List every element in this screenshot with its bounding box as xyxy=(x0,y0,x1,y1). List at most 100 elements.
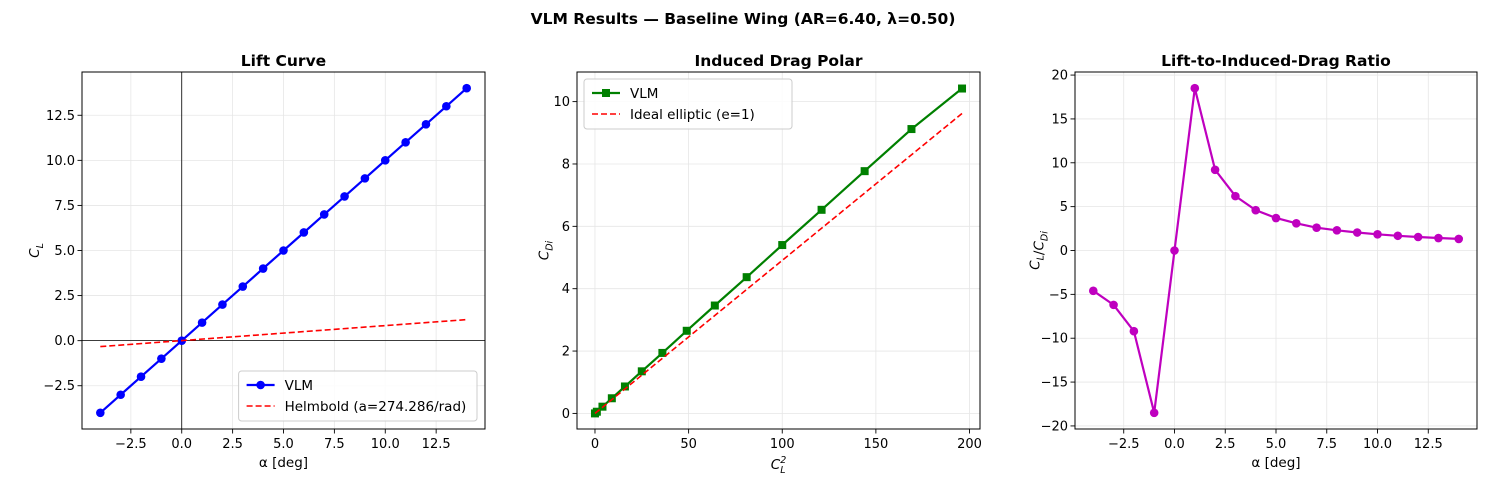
data-point xyxy=(442,101,451,111)
data-point xyxy=(620,382,629,391)
data-point xyxy=(1413,232,1423,242)
data-point xyxy=(1170,246,1179,255)
panel-induced-drag-polar: 0 50 100 150 200 0 2 4 6 8 10 Induced Drag Polar C2 L… xyxy=(537,52,982,476)
y-tick-label: −10 xyxy=(1041,332,1068,347)
y-tick-label: −15 xyxy=(1041,376,1068,391)
y-tick-label: 0 xyxy=(562,407,570,422)
data-point xyxy=(340,192,349,201)
x-axis-label: α [deg] xyxy=(259,455,308,471)
data-point xyxy=(1393,231,1403,241)
data-point xyxy=(1210,165,1220,175)
y-tick-label: 8 xyxy=(562,157,570,172)
y-tick-label: 0 xyxy=(1060,244,1068,259)
data-point xyxy=(421,119,431,129)
data-point xyxy=(1332,226,1342,235)
data-point xyxy=(742,273,751,282)
data-point xyxy=(607,394,616,403)
panel-title: Induced Drag Polar xyxy=(694,52,862,70)
plot-area xyxy=(1088,83,1464,418)
data-point xyxy=(1292,219,1301,228)
data-point xyxy=(360,174,370,183)
x-tick-label: 150 xyxy=(863,437,888,452)
y-tick-label: 6 xyxy=(562,220,570,235)
data-point xyxy=(658,348,667,357)
data-point xyxy=(1251,205,1260,215)
data-point xyxy=(218,300,227,309)
data-point xyxy=(1454,234,1464,244)
data-point xyxy=(860,167,869,176)
x-tick-label: 12.5 xyxy=(1414,437,1443,452)
data-point xyxy=(1312,223,1321,232)
x-tick-label: −2.5 xyxy=(1108,437,1140,452)
y-tick-label: 15 xyxy=(1051,112,1068,127)
series-line-vlm xyxy=(594,87,963,415)
data-point xyxy=(1129,326,1139,336)
data-point xyxy=(1231,191,1240,201)
y-tick-label: 10.0 xyxy=(46,154,75,169)
x-tick-label: 7.5 xyxy=(324,437,345,452)
x-tick-label: 2.5 xyxy=(222,437,243,452)
data-point xyxy=(1373,229,1382,239)
data-point xyxy=(1352,228,1362,237)
data-point xyxy=(462,83,471,93)
y-tick-label: 2 xyxy=(562,345,570,360)
plot-area xyxy=(96,83,471,418)
data-point xyxy=(1149,408,1159,418)
data-point xyxy=(637,367,646,376)
panel-lift-curve: −2.5 0.0 2.5 5.0 7.5 10.0 12.5 −2.5 0.0 2.5 5.0 7.5… xyxy=(27,52,486,471)
legend-label: VLM xyxy=(285,378,313,394)
data-point xyxy=(778,241,787,250)
panel-title: Lift-to-Induced-Drag Ratio xyxy=(1161,52,1391,70)
y-tick-label: 2.5 xyxy=(54,289,75,304)
data-point xyxy=(380,156,390,165)
y-tick-label: 10 xyxy=(553,95,570,110)
x-tick-label: 50 xyxy=(680,437,697,452)
x-tick-label: 200 xyxy=(957,437,982,452)
data-point xyxy=(157,354,166,363)
y-tick-label: 0.0 xyxy=(54,334,75,349)
series-line-helmbold xyxy=(100,318,467,348)
x-axis-label: α [deg] xyxy=(1251,455,1300,471)
data-point xyxy=(682,326,691,335)
y-tick-label: 7.5 xyxy=(54,199,75,214)
y-axis-label: CDi xyxy=(537,240,556,260)
y-axis-label: CL/CDi xyxy=(1027,231,1050,270)
legend: VLM Ideal elliptic (e=1) xyxy=(583,78,793,130)
x-axis-label: C2 L xyxy=(771,455,786,476)
data-point xyxy=(1434,233,1443,243)
x-tick-label: 0.0 xyxy=(1164,437,1185,452)
data-point xyxy=(817,205,826,214)
y-axis-label: CL xyxy=(27,243,46,258)
data-point xyxy=(116,390,125,400)
legend-label: Helmbold (a=274.286/rad) xyxy=(285,399,467,415)
data-point xyxy=(197,318,207,327)
plot-area xyxy=(590,84,967,418)
legend-swatch-marker xyxy=(602,89,610,97)
y-tick-label: 20 xyxy=(1051,69,1068,84)
y-tick-label: 5.0 xyxy=(54,244,75,259)
y-tick-label: −5 xyxy=(1049,288,1068,303)
x-tick-label: 10.0 xyxy=(371,437,400,452)
data-point xyxy=(1109,300,1118,310)
data-point xyxy=(238,282,248,291)
data-point xyxy=(710,301,719,310)
data-point xyxy=(96,408,105,418)
x-tick-label: 2.5 xyxy=(1215,437,1236,452)
data-point xyxy=(319,210,329,219)
panel-title: Lift Curve xyxy=(241,52,326,70)
y-tick-label: 10 xyxy=(1051,156,1068,171)
data-point xyxy=(1271,213,1281,223)
series-line-ideal xyxy=(594,112,963,415)
data-point xyxy=(299,228,309,237)
data-point xyxy=(401,138,410,147)
data-point xyxy=(1190,83,1200,93)
figure-suptitle: VLM Results — Baseline Wing (AR=6.40, λ=… xyxy=(531,10,956,28)
data-point xyxy=(258,264,268,273)
x-tick-label: 5.0 xyxy=(1266,437,1287,452)
legend: VLM Helmbold (a=274.286/rad) xyxy=(238,370,478,422)
data-point xyxy=(279,246,288,255)
data-point xyxy=(907,125,916,134)
x-tick-label: 12.5 xyxy=(422,437,451,452)
x-tick-label: 10.0 xyxy=(1363,437,1392,452)
